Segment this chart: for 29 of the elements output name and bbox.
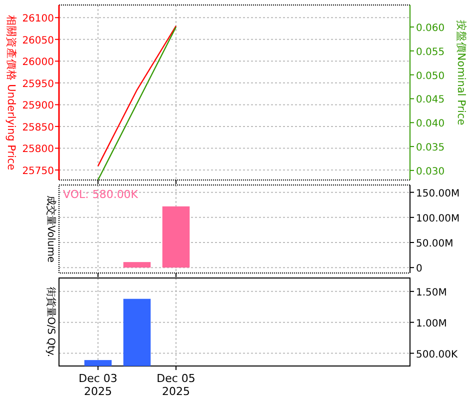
y-axis-title: 成交量Volume [45,195,57,263]
y2-tick-label: 0 [416,264,422,275]
y-tick-label: 25900 [22,100,54,112]
y2-tick-label: 0.055 [416,46,445,58]
y-tick-label: 25950 [22,78,54,90]
y-axis-title: 街貨量O/S Qty. [45,286,57,358]
y-tick-label: 26050 [22,35,54,46]
y2-tick-label: 0.035 [416,142,445,154]
y2-tick-label: 500.00K [416,349,458,360]
y2-tick-label: 50.00M [416,238,454,250]
y2-tick-label: 0.040 [416,118,445,130]
y2-tick-label: 100.00M [416,213,460,224]
y2-tick-label: 1.50M [416,287,447,298]
y-tick-label: 25750 [22,166,54,177]
y2-tick-label: 0.060 [416,22,445,34]
x-tick-label: Dec 05 2025 [156,372,196,398]
x-tick-label: Dec 03 2025 [78,372,118,398]
y-tick-label: 25850 [22,122,54,134]
annotation: VOL: 580.00K [63,188,139,201]
y2-tick-label: 0.050 [416,70,445,82]
y-tick-label: 26100 [22,14,54,25]
y-axis-title: 相關資產價格 Underlying Price [5,14,18,170]
y2-tick-label: 1.00M [416,318,447,330]
y2-tick-label: 150.00M [416,188,460,200]
y2-tick-label: 0.030 [416,166,445,178]
y-tick-label: 26000 [22,57,54,68]
y-tick-label: 25800 [22,144,54,156]
y2-axis-title: 按盤價Nominal Price [455,20,468,126]
y2-tick-label: 0.045 [416,94,445,106]
